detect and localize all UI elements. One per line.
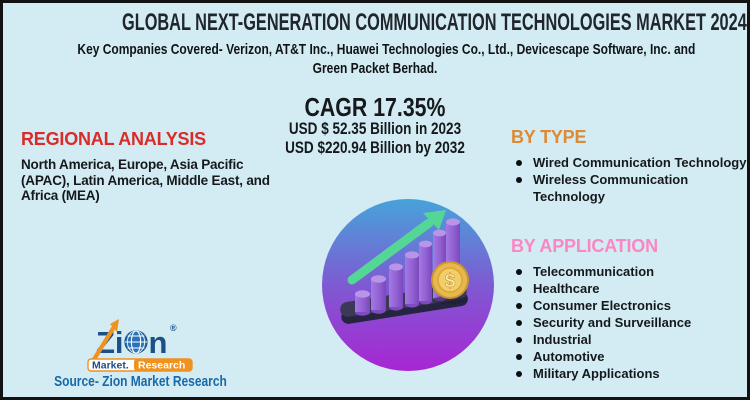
zion-logo-svg: Zi n ® Market. Research (87, 319, 193, 372)
list-item: Wired Communication Technology (511, 154, 747, 171)
by-application-heading: BY APPLICATION (511, 236, 658, 256)
page-title: GLOBAL NEXT-GENERATION COMMUNICATION TEC… (122, 9, 750, 36)
logo-text-research: Research (138, 359, 185, 371)
regional-analysis-heading: REGIONAL ANALYSIS (21, 129, 206, 149)
logo-text-market: Market. (92, 359, 129, 371)
by-application-list: Telecommunication Healthcare Consumer El… (511, 263, 746, 382)
by-type-section: BY TYPE Wired Communication Technology W… (511, 127, 746, 205)
cagr-block: CAGR 17.35% USD $ 52.35 Billion in 2023 … (70, 94, 680, 158)
globe-icon (124, 330, 148, 354)
registered-mark: ® (170, 323, 177, 333)
logo-arrow-icon (90, 319, 119, 364)
bar-chart-bars (355, 218, 460, 316)
by-type-list: Wired Communication Technology Wireless … (511, 154, 746, 205)
list-item: Healthcare (511, 280, 747, 297)
list-item: Automotive (511, 348, 747, 365)
market-size-2032: USD $220.94 Billion by 2032 (285, 139, 465, 157)
regional-analysis-section: REGIONAL ANALYSIS North America, Europe,… (21, 129, 291, 204)
key-companies-line-1: Key Companies Covered- Verizon, AT&T Inc… (77, 41, 696, 58)
market-size-2023: USD $ 52.35 Billion in 2023 (288, 120, 462, 138)
by-application-section: BY APPLICATION Telecommunication Healthc… (511, 236, 746, 382)
growth-chart-illustration: $ (322, 199, 494, 371)
growth-arrow-icon (347, 210, 446, 285)
dollar-symbol: $ (445, 271, 456, 292)
growth-chart-svg: $ (322, 199, 494, 371)
regional-analysis-text: North America, Europe, Asia Pacific (APA… (21, 157, 270, 203)
list-item: Security and Surveillance (511, 314, 747, 331)
list-item: Military Applications (511, 365, 747, 382)
list-item: Industrial (511, 331, 747, 348)
cagr-value: CAGR 17.35% (304, 92, 446, 122)
source-attribution: Source- Zion Market Research (54, 373, 227, 390)
key-companies-line-2: Green Packet Berhad. (312, 60, 438, 77)
list-item: Telecommunication (511, 263, 747, 280)
logo-text-n: n (149, 325, 168, 360)
key-companies: Key Companies Covered- Verizon, AT&T Inc… (77, 40, 696, 78)
zion-logo: Zi n ® Market. Research (70, 318, 210, 372)
market-research-badge: Market. Research (87, 358, 193, 372)
by-type-heading: BY TYPE (511, 127, 587, 147)
dollar-coin-icon: $ (431, 261, 469, 305)
list-item: Wireless Communication Technology (511, 171, 747, 205)
list-item: Consumer Electronics (511, 297, 747, 314)
